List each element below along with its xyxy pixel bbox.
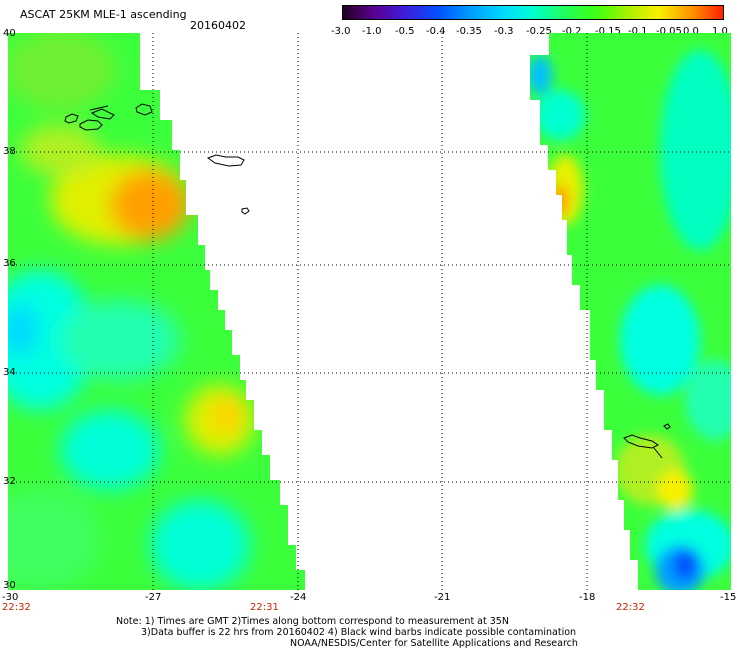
lon-label: -30 <box>2 592 19 603</box>
lat-label: 36 <box>3 258 16 269</box>
lat-label: 40 <box>3 28 16 39</box>
colorbar-label: -0.25 <box>526 26 552 37</box>
note-line: NOAA/NESDIS/Center for Satellite Applica… <box>290 638 578 649</box>
island-outline <box>79 119 103 131</box>
colorbar-label: 0.0 <box>683 26 699 37</box>
coastlines <box>64 103 671 449</box>
colorbar-label: -0.35 <box>456 26 482 37</box>
lon-label: -24 <box>290 592 307 603</box>
colorbar-label: -1.0 <box>362 26 382 37</box>
lat-label: 30 <box>3 580 16 591</box>
colorbar-label: -0.5 <box>395 26 415 37</box>
colorbar <box>342 5 724 20</box>
colorbar-label: -0.1 <box>628 26 648 37</box>
island-outline <box>135 103 153 116</box>
colorbar-label: -0.05 <box>656 26 682 37</box>
lat-label: 34 <box>3 367 16 378</box>
lat-label: 32 <box>3 476 16 487</box>
right-swath <box>530 33 731 590</box>
lon-label: -21 <box>434 592 451 603</box>
gridlines <box>8 33 731 590</box>
colorbar-label: -0.15 <box>595 26 621 37</box>
lon-label: -27 <box>145 592 162 603</box>
island-outline <box>623 434 659 449</box>
lat-label: 38 <box>3 146 16 157</box>
left-swath <box>8 33 305 590</box>
swath-time: 22:32 <box>616 602 645 613</box>
map-date: 20160402 <box>190 19 246 32</box>
note-line: Note: 1) Times are GMT 2)Times along bot… <box>116 616 509 627</box>
colorbar-label: -0.2 <box>562 26 582 37</box>
lon-label: -18 <box>579 592 596 603</box>
lon-label: -15 <box>720 592 737 603</box>
swath-time: 22:32 <box>2 602 31 613</box>
colorbar-label: -0.3 <box>494 26 514 37</box>
island-outline <box>90 108 115 120</box>
swath-time: 22:31 <box>250 602 279 613</box>
wind-barbs <box>89 105 663 459</box>
island-outline <box>241 207 250 215</box>
island-outline <box>64 113 79 124</box>
colorbar-label: 1.0 <box>712 26 728 37</box>
island-outline <box>206 154 245 167</box>
colorbar-label: -0.4 <box>426 26 446 37</box>
map-title: ASCAT 25KM MLE-1 ascending <box>20 8 187 21</box>
colorbar-gradient <box>343 6 723 19</box>
island-outline <box>663 423 671 430</box>
note-line: 3)Data buffer is 22 hrs from 20160402 4)… <box>141 627 577 638</box>
colorbar-label: -3.0 <box>331 26 351 37</box>
